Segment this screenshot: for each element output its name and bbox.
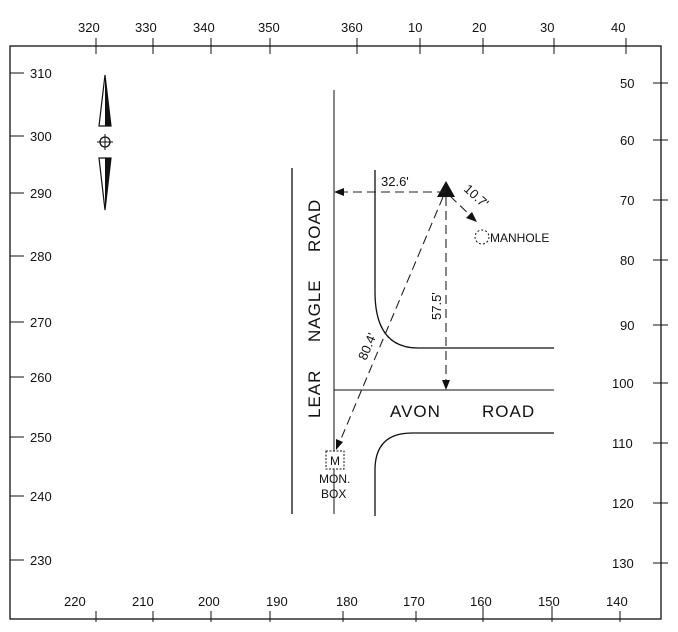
top-tick-label: 350 [258, 20, 280, 35]
left-tick-label: 240 [30, 489, 52, 504]
left-tick-label: 310 [30, 66, 52, 81]
top-scale: 320 330 340 350 360 10 20 30 40 [78, 20, 627, 54]
top-tick-label: 30 [540, 20, 554, 35]
street-label-road-horizontal: ROAD [482, 402, 535, 421]
bottom-tick-label: 140 [606, 594, 628, 609]
left-tick-label: 280 [30, 249, 52, 264]
dimension-line-to-manhole [449, 195, 474, 219]
bottom-tick-label: 170 [403, 594, 425, 609]
top-tick-label: 40 [611, 20, 625, 35]
dimension-label-to-avon: 57.5' [429, 292, 444, 320]
top-tick-label: 20 [472, 20, 486, 35]
right-tick-label: 130 [612, 556, 634, 571]
arrowhead-icon [466, 212, 477, 222]
bottom-tick-label: 180 [336, 594, 358, 609]
right-tick-label: 90 [620, 318, 634, 333]
right-tick-label: 110 [612, 436, 633, 451]
monument-box-icon [325, 450, 345, 470]
right-tick-label: 70 [620, 193, 634, 208]
bottom-tick-label: 200 [198, 594, 220, 609]
top-tick-label: 360 [341, 20, 363, 35]
street-label-nagle: NAGLE [305, 279, 324, 342]
top-tick-label: 10 [408, 20, 422, 35]
right-tick-label: 50 [620, 76, 634, 91]
street-label-avon: AVON [390, 402, 441, 421]
road-east-curb-north [374, 170, 554, 349]
left-scale: 310 300 290 280 270 260 250 240 230 [10, 66, 52, 568]
right-tick-label: 60 [620, 133, 634, 148]
arrowhead-icon [442, 380, 450, 390]
dimension-label-to-manhole: 10.7' [461, 181, 492, 211]
top-tick-label: 330 [135, 20, 157, 35]
north-arrow-icon [97, 74, 113, 211]
reference-point-icon [437, 181, 455, 197]
street-label-lear: LEAR [305, 370, 324, 418]
manhole-icon [474, 229, 490, 245]
dimension-label-to-curb: 32.6' [381, 174, 409, 189]
bottom-tick-label: 160 [470, 594, 492, 609]
left-tick-label: 260 [30, 370, 52, 385]
arrowhead-icon [336, 439, 343, 450]
monument-box-label-line1: MON. [319, 472, 350, 486]
monument-box-symbol: M [330, 454, 340, 468]
bottom-scale: 220 210 200 190 180 170 160 150 140 [64, 594, 628, 622]
left-tick-label: 300 [30, 129, 52, 144]
left-tick-label: 270 [30, 315, 52, 330]
diagram-border [9, 45, 662, 620]
right-tick-label: 80 [620, 253, 634, 268]
right-scale: 50 60 70 80 90 100 110 120 130 [612, 76, 668, 571]
left-tick-label: 290 [30, 186, 52, 201]
right-tick-label: 100 [612, 376, 634, 391]
left-tick-label: 230 [30, 553, 52, 568]
top-tick-label: 320 [78, 20, 100, 35]
street-label-road-vertical: ROAD [305, 199, 324, 252]
bottom-tick-label: 220 [64, 594, 86, 609]
road-east-curb-south [374, 432, 554, 516]
arrowhead-icon [334, 188, 344, 196]
left-tick-label: 250 [30, 430, 52, 445]
dimension-line-to-monbox [337, 196, 444, 447]
top-tick-label: 340 [193, 20, 215, 35]
bottom-tick-label: 150 [538, 594, 560, 609]
monument-box-label-line2: BOX [321, 487, 346, 501]
bottom-tick-label: 210 [132, 594, 154, 609]
right-tick-label: 120 [612, 496, 634, 511]
manhole-label: MANHOLE [490, 231, 549, 245]
bottom-tick-label: 190 [266, 594, 288, 609]
